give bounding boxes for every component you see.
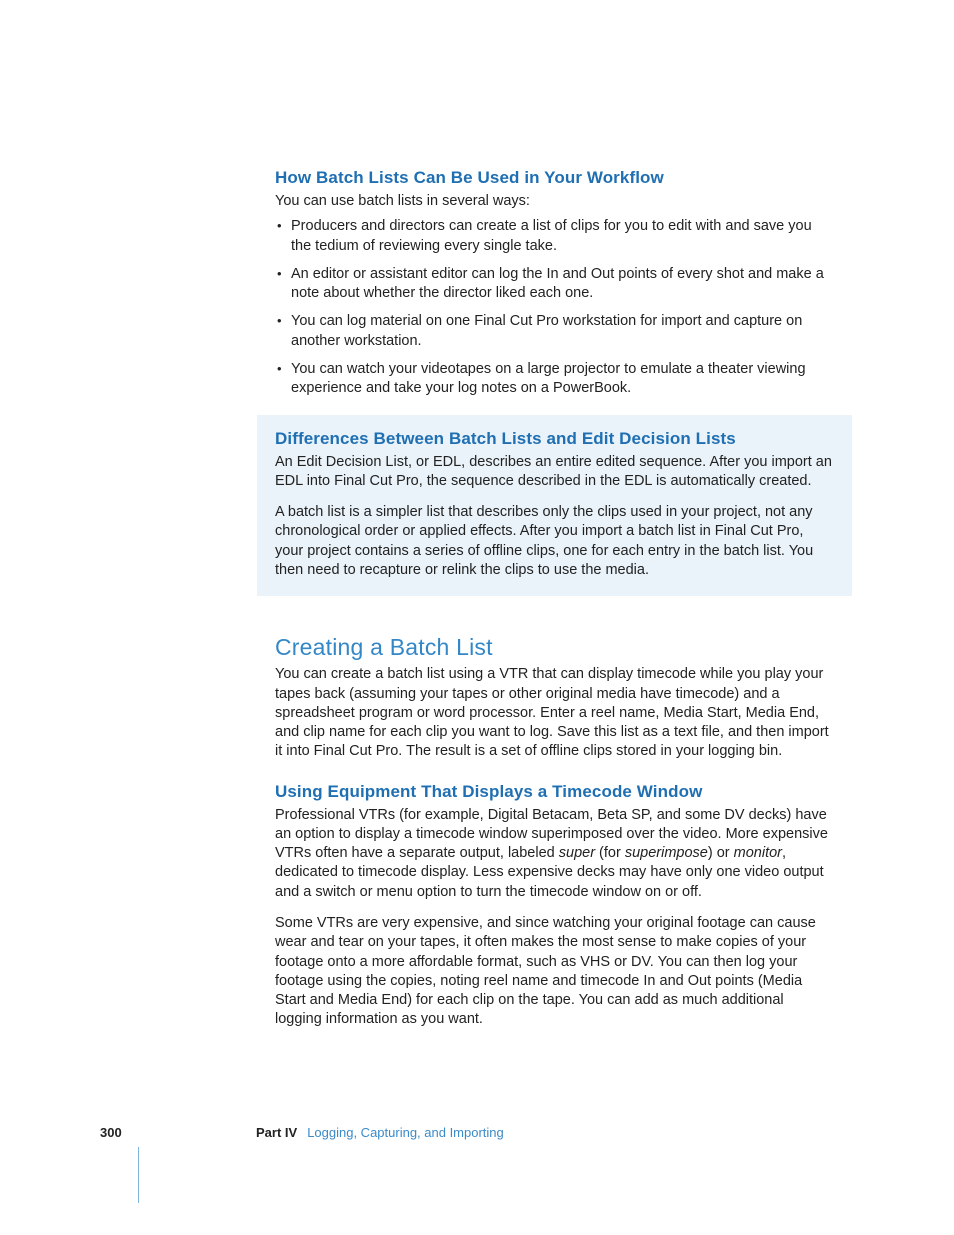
heading-creating-batch-list: Creating a Batch List <box>275 634 834 661</box>
workflow-intro: You can use batch lists in several ways: <box>275 192 834 211</box>
part-title: Logging, Capturing, and Importing <box>307 1125 504 1140</box>
list-item: You can log material on one Final Cut Pr… <box>275 312 834 351</box>
workflow-bullets: Producers and directors can create a lis… <box>275 217 834 398</box>
text-run: (for <box>595 845 625 861</box>
emphasis: monitor <box>734 845 782 861</box>
heading-differences: Differences Between Batch Lists and Edit… <box>275 429 834 449</box>
part-label: Part IV Logging, Capturing, and Importing <box>256 1125 504 1140</box>
callout-p1: An Edit Decision List, or EDL, describes… <box>275 453 834 492</box>
creating-p1: You can create a batch list using a VTR … <box>275 665 834 761</box>
page-number: 300 <box>100 1125 122 1140</box>
list-item: You can watch your videotapes on a large… <box>275 360 834 399</box>
footer-rule <box>138 1147 139 1203</box>
timecode-p2: Some VTRs are very expensive, and since … <box>275 914 834 1030</box>
list-item: An editor or assistant editor can log th… <box>275 265 834 304</box>
timecode-p1: Professional VTRs (for example, Digital … <box>275 806 834 902</box>
heading-workflow: How Batch Lists Can Be Used in Your Work… <box>275 168 834 188</box>
emphasis: superimpose <box>625 845 708 861</box>
page-footer: 300 Part IV Logging, Capturing, and Impor… <box>0 1125 954 1151</box>
page: How Batch Lists Can Be Used in Your Work… <box>0 0 954 1235</box>
list-item: Producers and directors can create a lis… <box>275 217 834 256</box>
callout-box: Differences Between Batch Lists and Edit… <box>257 415 852 597</box>
text-run: ) or <box>708 845 734 861</box>
part-number: Part IV <box>256 1125 297 1140</box>
callout-p2: A batch list is a simpler list that desc… <box>275 503 834 580</box>
emphasis: super <box>559 845 595 861</box>
heading-timecode-equipment: Using Equipment That Displays a Timecode… <box>275 782 834 802</box>
